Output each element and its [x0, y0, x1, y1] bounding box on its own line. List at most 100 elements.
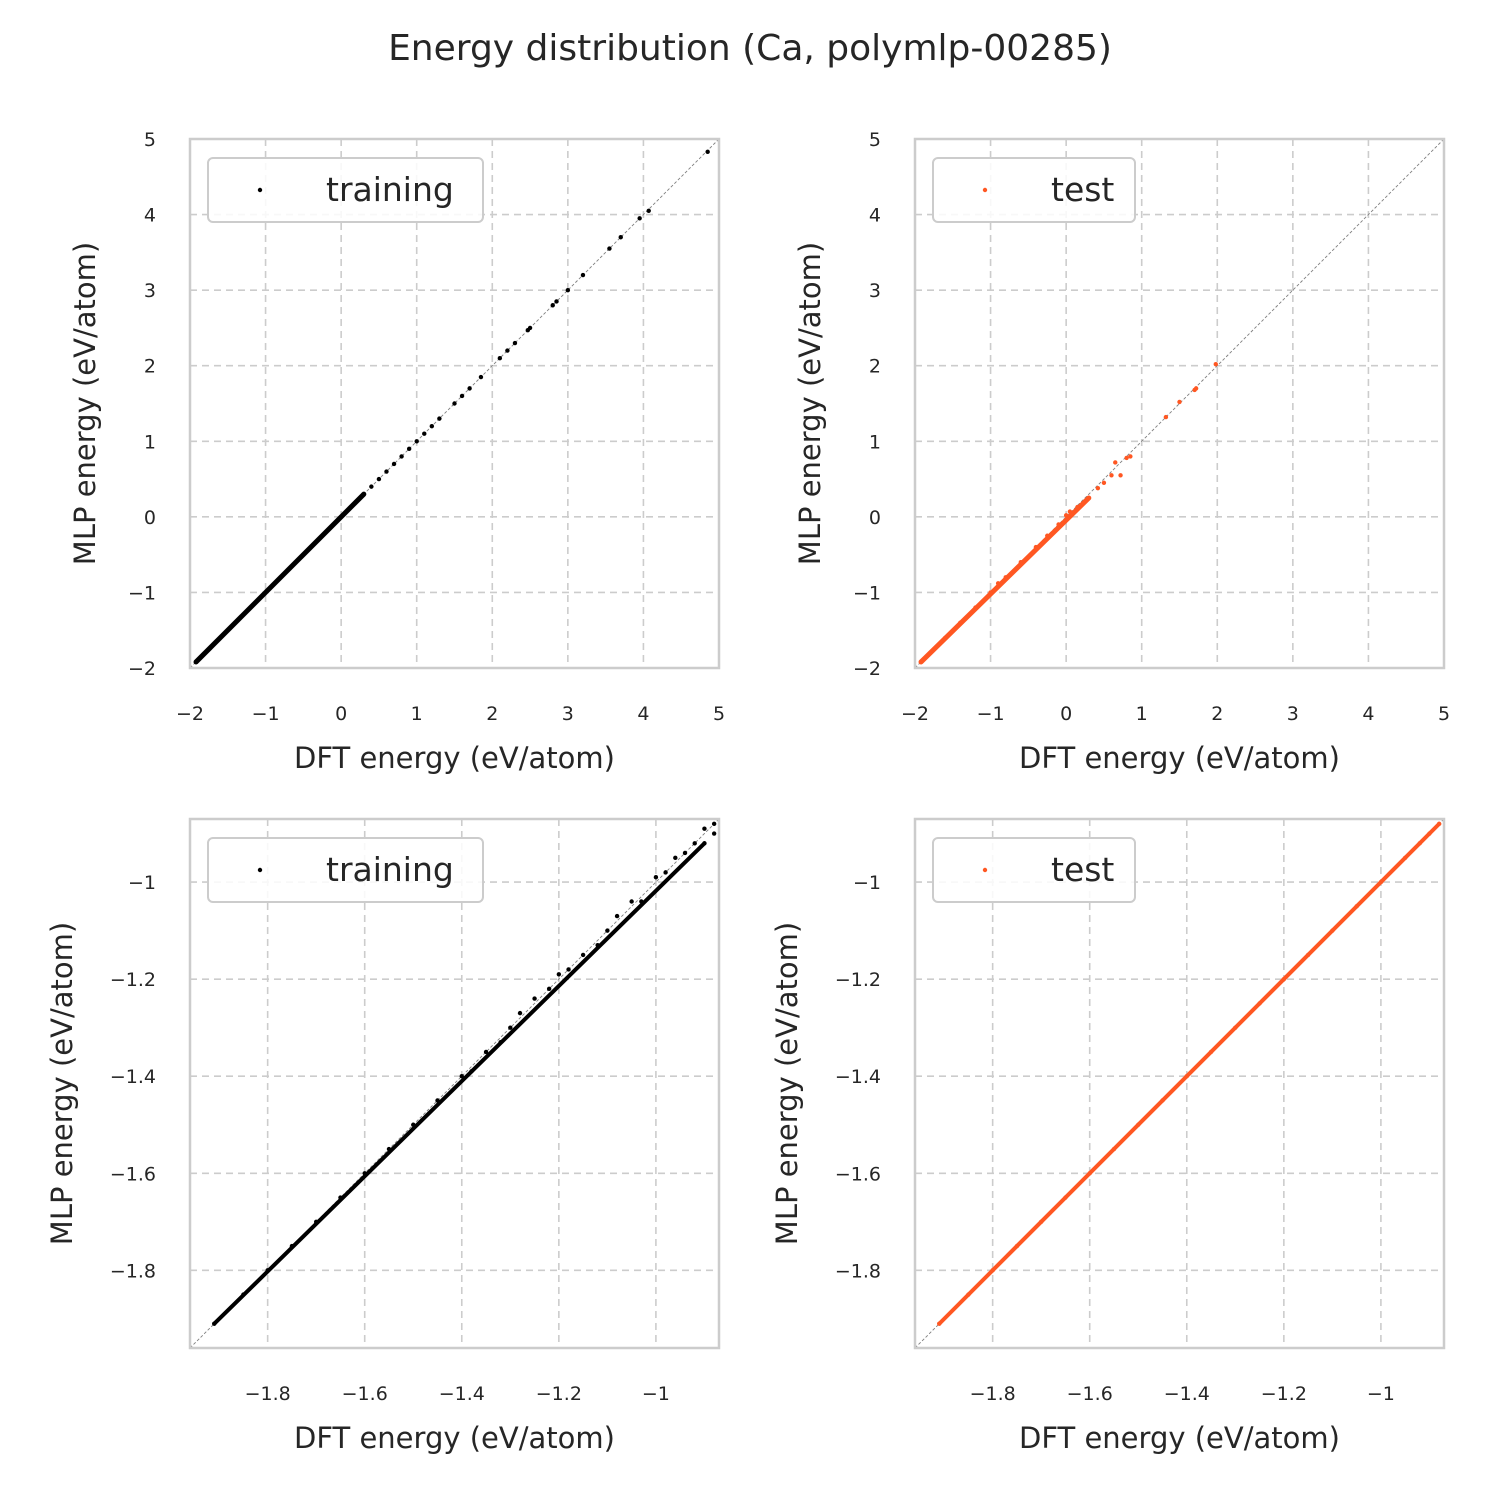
data-point [338, 1195, 343, 1200]
legend-label: training [326, 170, 454, 209]
y-tick-label: 5 [144, 129, 156, 151]
x-tick-label: −1.2 [1261, 1383, 1307, 1405]
legend-marker [257, 187, 263, 193]
data-point [1086, 495, 1092, 501]
data-point [265, 1268, 270, 1273]
data-point [452, 401, 457, 406]
data-point [653, 875, 659, 880]
x-tick-label: −1.4 [439, 1383, 485, 1405]
data-point [646, 208, 651, 213]
x-tick-label: −1 [642, 1383, 670, 1405]
data-point [386, 1146, 392, 1152]
data-point [1101, 480, 1107, 486]
x-tick-label: 5 [1438, 703, 1450, 725]
data-point [639, 899, 644, 904]
data-point [459, 1074, 464, 1079]
data-point [483, 1049, 489, 1055]
y-axis-label: MLP energy (eV/atom) [68, 242, 102, 565]
legend-label: test [1051, 170, 1114, 209]
y-tick-label: −1 [128, 872, 156, 894]
data-point [1163, 414, 1169, 420]
data-point [1038, 1219, 1044, 1225]
data-point [512, 340, 518, 346]
data-point [202, 650, 208, 656]
figure-title: Energy distribution (Ca, polymlp-00285) [388, 28, 1112, 69]
x-tick-label: 4 [1362, 703, 1374, 725]
data-point [1111, 1146, 1117, 1152]
data-point [1233, 1025, 1238, 1030]
data-point [1281, 976, 1287, 982]
data-point [711, 821, 717, 827]
legend-label: test [1051, 850, 1114, 889]
x-tick-label: −1 [1367, 1383, 1395, 1405]
legend-box [207, 837, 484, 903]
x-tick-label: 1 [411, 703, 423, 725]
data-point [692, 841, 697, 846]
x-axis-label: DFT energy (eV/atom) [1019, 741, 1340, 775]
series-test [918, 362, 1218, 665]
data-point [1305, 952, 1311, 958]
data-point [988, 590, 993, 595]
y-tick-label: 2 [144, 356, 156, 378]
y-tick-label: −1.4 [835, 1066, 881, 1088]
data-point [508, 1025, 513, 1030]
data-point [663, 870, 668, 875]
data-point [469, 1069, 474, 1074]
data-point [517, 1010, 523, 1016]
data-point [376, 476, 382, 482]
y-tick-label: −1 [853, 582, 881, 604]
data-point [248, 605, 253, 610]
y-tick-label: 4 [144, 205, 156, 227]
y-tick-label: 2 [869, 356, 881, 378]
data-point [1213, 362, 1218, 367]
series-training [212, 821, 717, 1326]
x-axis-label: DFT energy (eV/atom) [1019, 1421, 1340, 1455]
data-point [607, 246, 612, 251]
data-point [1045, 533, 1050, 538]
panel-4: −1.8 −1.6 −1.4 −1.2 −1 −1.8 −1.6 −1.4 −1.2 −1 DFT … [770, 817, 1446, 1455]
data-point [1063, 513, 1069, 518]
x-tick-label: −1.6 [342, 1383, 388, 1405]
data-point [1427, 831, 1432, 836]
y-tick-label: 0 [869, 507, 881, 529]
data-point [556, 972, 562, 977]
data-point [554, 299, 559, 304]
data-point [995, 581, 1001, 586]
x-tick-label: 2 [1211, 703, 1223, 725]
x-tick-label: −1.4 [1164, 1383, 1210, 1405]
data-point [943, 635, 948, 640]
x-tick-label: 0 [335, 703, 347, 725]
data-point [1160, 1098, 1165, 1103]
data-point [193, 659, 199, 665]
data-point [323, 529, 329, 535]
series-training [193, 149, 710, 665]
x-tick-label: −2 [901, 703, 929, 725]
panel-1: −2 −1 0 1 2 3 4 5 −2 −1 0 1 2 3 4 5 DFT energy (eV/atom)… [68, 129, 725, 775]
data-point [918, 659, 924, 665]
data-point [354, 499, 359, 504]
data-point [629, 899, 634, 904]
y-tick-label: −1.8 [110, 1260, 156, 1282]
data-point [361, 491, 367, 497]
data-point [1330, 928, 1335, 933]
data-point [990, 1268, 995, 1273]
data-point [1436, 821, 1442, 827]
y-tick-label: 5 [869, 129, 881, 151]
y-tick-label: 1 [869, 431, 881, 453]
data-point [532, 996, 537, 1001]
data-point [565, 287, 571, 293]
data-point [414, 439, 419, 444]
data-point [1402, 855, 1408, 861]
data-point [1193, 386, 1199, 391]
data-point [1128, 454, 1133, 459]
data-point [1354, 904, 1359, 909]
data-point [958, 620, 963, 625]
data-point [313, 1219, 319, 1225]
x-tick-label: 5 [713, 703, 725, 725]
data-point [1136, 1122, 1141, 1127]
data-point [1014, 1243, 1020, 1249]
data-point [705, 149, 710, 155]
x-tick-label: −1 [252, 703, 280, 725]
data-point [1177, 399, 1182, 405]
